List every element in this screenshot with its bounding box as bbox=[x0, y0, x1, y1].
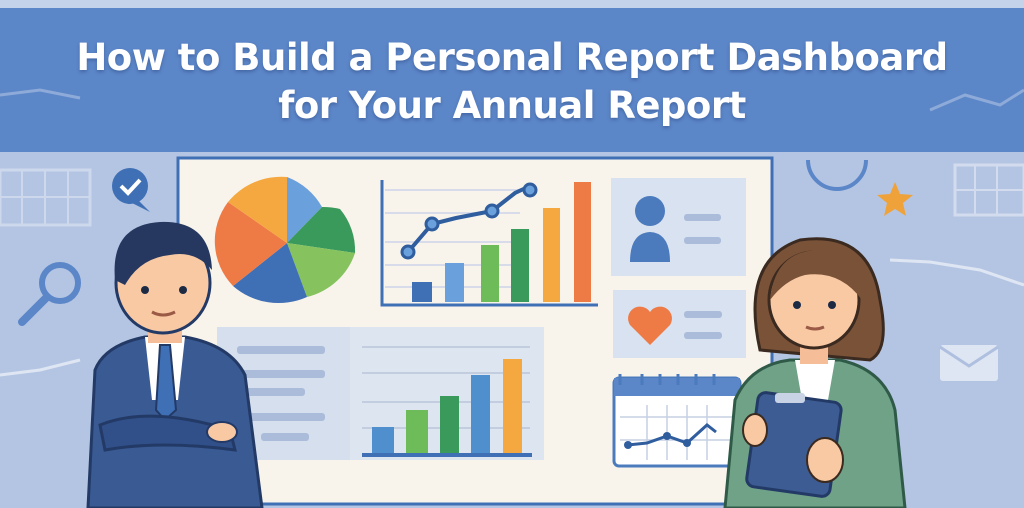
title-line-2: for Your Annual Report bbox=[278, 84, 746, 127]
title-line-1: How to Build a Personal Report Dashboard bbox=[76, 36, 948, 79]
user-profile-icon bbox=[611, 178, 746, 276]
pie-chart-icon bbox=[214, 176, 356, 304]
star-icon bbox=[877, 182, 913, 216]
calendar-grid-icon bbox=[953, 163, 1024, 217]
line-chart-icon bbox=[400, 182, 538, 260]
report-panel bbox=[217, 327, 544, 460]
magnifier-icon bbox=[18, 262, 81, 326]
heart-icon bbox=[613, 290, 746, 358]
envelope-icon bbox=[939, 345, 999, 381]
page-title: How to Build a Personal Report Dashboard… bbox=[0, 34, 1024, 130]
businessman-figure bbox=[86, 221, 264, 508]
title-banner bbox=[0, 8, 1024, 152]
bar-chart-icon bbox=[380, 180, 598, 307]
checkmark-chat-icon bbox=[112, 168, 150, 212]
calendar-icon bbox=[612, 374, 742, 468]
businesswoman-figure bbox=[723, 237, 907, 508]
calendar-grid-icon bbox=[0, 168, 92, 227]
